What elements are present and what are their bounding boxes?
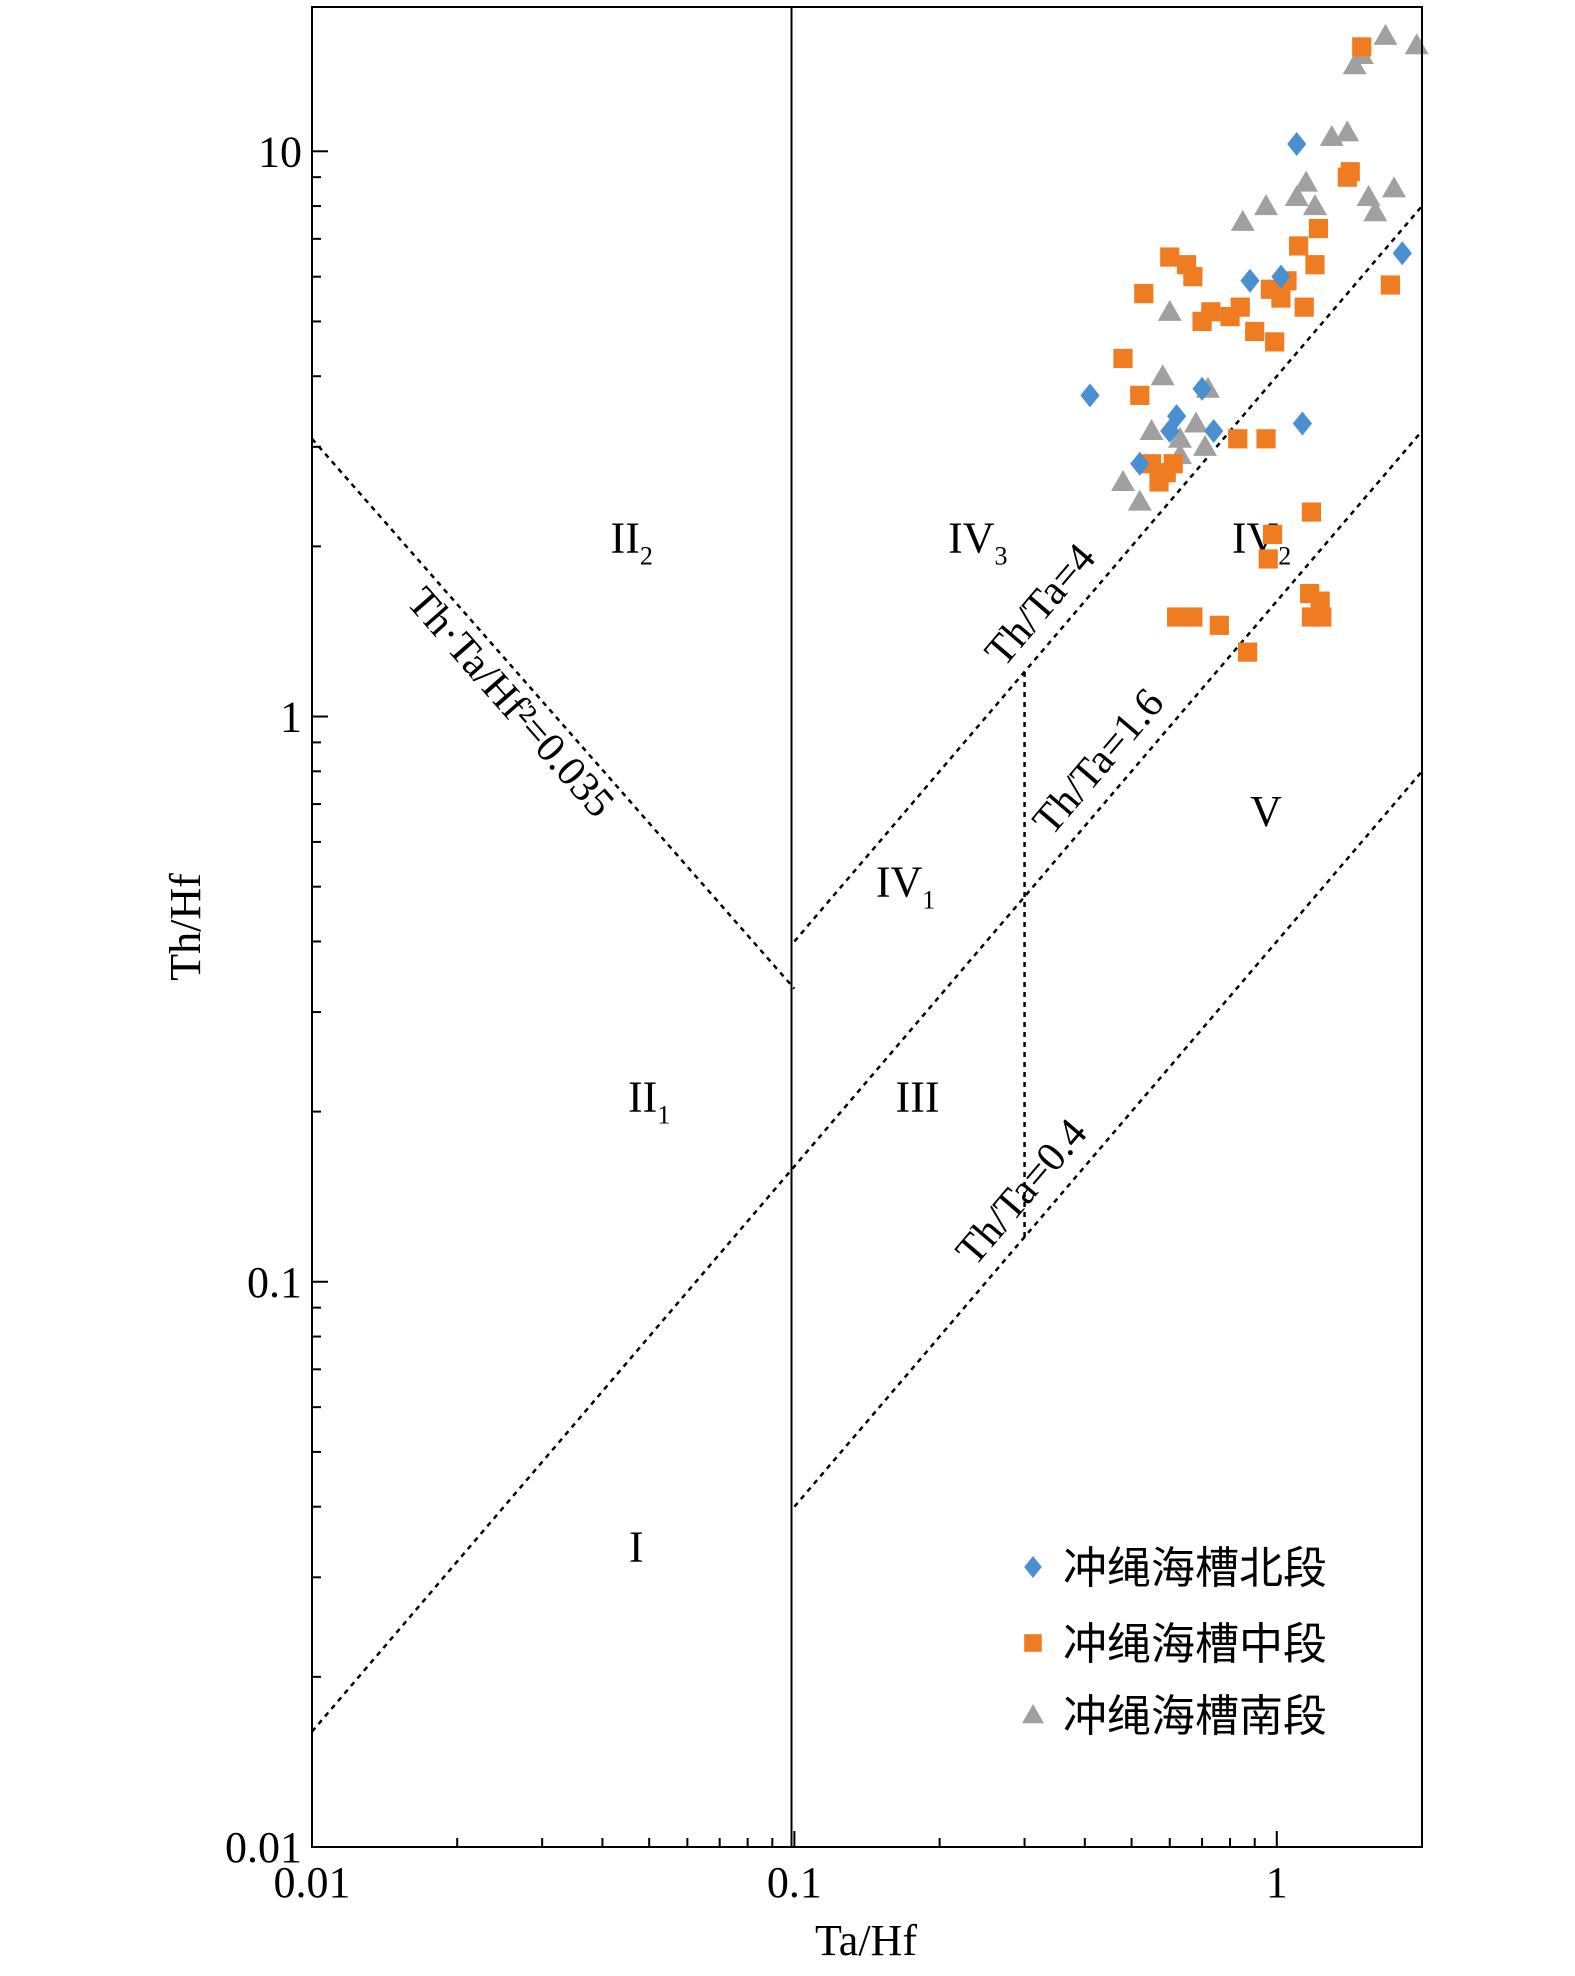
data-point-square: [1308, 218, 1329, 239]
data-point-square: [1209, 615, 1229, 635]
data-point-square: [1141, 454, 1162, 474]
data-point-triangle: [1111, 469, 1136, 491]
data-point-square: [1183, 267, 1203, 287]
data-point-triangle: [1356, 185, 1381, 207]
axis-ticks: 0.01 0.1 1 0.01 0.1 1 10: [225, 127, 1423, 1907]
data-point-square: [1256, 429, 1276, 449]
y-tick-label: 0.1: [247, 1258, 302, 1307]
reference-line-label: Th/Ta=1.6: [1024, 680, 1173, 844]
data-point-square: [1238, 642, 1258, 662]
data-point-square: [1258, 549, 1278, 569]
legend-entry-label: 冲绳海槽南段: [1063, 1691, 1327, 1742]
x-axis-title: Ta/Hf: [815, 1916, 917, 1965]
legend-marker-diamond: [1024, 1556, 1042, 1578]
x-tick-label: 0.1: [767, 1858, 822, 1907]
y-tick-label: 1: [280, 693, 302, 742]
data-point-diamond: [1167, 404, 1187, 429]
data-point-triangle: [1335, 120, 1360, 142]
data-point-triangle: [1284, 185, 1309, 207]
data-point-diamond: [1271, 264, 1291, 289]
x-tick-label: 1: [1266, 1858, 1288, 1907]
y-tick-label: 0.01: [225, 1823, 302, 1872]
data-point-diamond: [1292, 411, 1312, 436]
region-label: V: [1250, 787, 1282, 836]
data-point-triangle: [1294, 170, 1319, 192]
data-point-square: [1262, 524, 1283, 544]
data-point-triangle: [1139, 418, 1164, 440]
reference-line: [793, 205, 1423, 943]
data-point-square: [1305, 255, 1325, 275]
data-points: [1080, 23, 1429, 662]
plot-frame: [311, 6, 1423, 1848]
data-point-triangle: [1230, 209, 1255, 231]
data-point-diamond: [1392, 241, 1412, 266]
data-point-triangle: [1150, 364, 1175, 386]
data-point-diamond: [1240, 268, 1260, 293]
reference-line: [311, 437, 796, 990]
data-point-diamond: [1287, 132, 1307, 157]
data-point-triangle: [1167, 426, 1192, 448]
reference-line: [793, 770, 1423, 1508]
data-point-square: [1113, 348, 1133, 369]
data-point-square: [1163, 454, 1183, 474]
data-point-triangle: [1363, 200, 1388, 222]
reference-lines: Th·Ta/Hf²=0.035 Th/Ta=4Th/Ta=1.6Th/Ta=0.4: [311, 205, 1423, 1733]
data-point-square: [1352, 37, 1372, 57]
data-point-square: [1380, 275, 1401, 295]
reference-line-label: Th/Ta=0.4: [947, 1111, 1096, 1275]
reference-line-label: Th·Ta/Hf²=0.035: [398, 579, 623, 826]
data-point-triangle: [1404, 33, 1429, 55]
region-label: II1: [628, 1073, 670, 1130]
data-point-square: [1265, 332, 1285, 352]
data-point-diamond: [1080, 383, 1100, 408]
region-label: IV3: [948, 514, 1007, 571]
region-label: IV1: [876, 858, 935, 915]
data-point-square: [1160, 247, 1180, 267]
legend-marker-triangle: [1022, 1704, 1044, 1724]
data-point-triangle: [1193, 434, 1218, 456]
data-point-square: [1310, 591, 1330, 611]
legend-entry-label: 冲绳海槽中段: [1063, 1619, 1327, 1670]
reference-line: [311, 430, 1423, 1733]
data-point-triangle: [1382, 176, 1407, 198]
data-point-square: [1245, 321, 1265, 342]
data-point-square: [1167, 607, 1187, 627]
data-point-triangle: [1373, 23, 1398, 45]
data-point-square: [1271, 288, 1291, 308]
data-point-square: [1230, 297, 1250, 317]
data-point-square: [1312, 607, 1332, 627]
legend-entry-label: 冲绳海槽北段: [1063, 1543, 1327, 1594]
data-point-square: [1183, 607, 1203, 627]
data-point-square: [1130, 385, 1150, 405]
data-point-square: [1294, 297, 1314, 317]
data-point-square: [1134, 284, 1154, 304]
data-point-square: [1340, 162, 1360, 182]
data-point-triangle: [1254, 194, 1279, 216]
x-tick-label: 0.01: [274, 1858, 351, 1907]
data-point-square: [1301, 502, 1322, 522]
data-point-square: [1228, 429, 1248, 449]
y-axis-title: Th/Hf: [161, 873, 210, 981]
data-point-triangle: [1157, 299, 1182, 321]
data-point-diamond: [1130, 451, 1150, 476]
region-label: II2: [611, 514, 653, 571]
data-point-square: [1201, 302, 1221, 322]
data-point-triangle: [1302, 194, 1327, 216]
data-point-diamond: [1204, 418, 1224, 443]
data-point-triangle: [1127, 489, 1152, 511]
data-point-diamond: [1192, 376, 1212, 401]
y-tick-label: 10: [258, 127, 302, 176]
region-label: I: [629, 1522, 644, 1571]
region-label: III: [896, 1073, 940, 1122]
legend-marker-square: [1024, 1634, 1042, 1652]
data-point-triangle: [1183, 411, 1208, 433]
data-point-square: [1289, 236, 1309, 256]
